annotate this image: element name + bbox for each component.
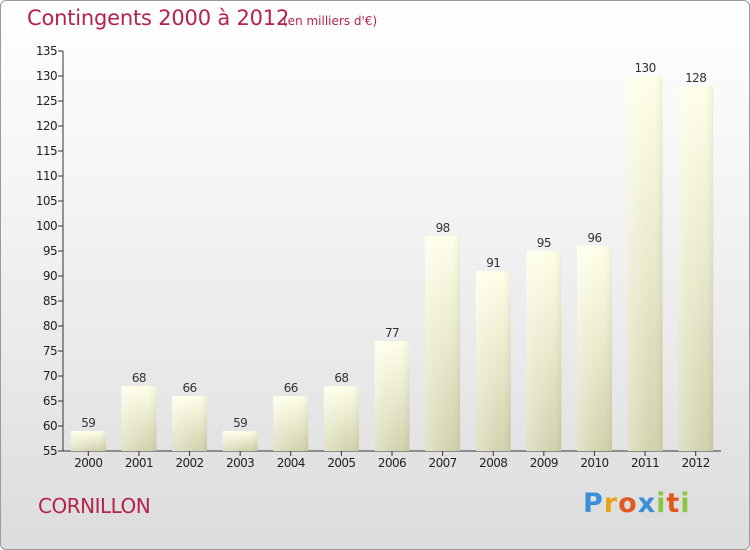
y-tick-label: 135: [36, 44, 57, 58]
y-tick-label: 85: [43, 294, 57, 308]
logo-letter: i: [656, 488, 667, 519]
y-tick-label: 105: [36, 194, 57, 208]
bar-shade: [475, 271, 511, 451]
bar-shade: [526, 251, 562, 451]
logo-letter: r: [603, 488, 619, 519]
bar-shade: [70, 431, 106, 451]
x-tick-label: 2011: [631, 456, 659, 470]
bar-shade: [425, 236, 461, 451]
x-tick-label: 2003: [226, 456, 254, 470]
x-tick-label: 2010: [580, 456, 608, 470]
logo-letter: x: [637, 488, 657, 519]
y-tick-label: 130: [36, 69, 57, 83]
data-label: 66: [284, 381, 298, 395]
y-tick-label: 100: [36, 219, 57, 233]
data-label: 66: [182, 381, 196, 395]
data-label: 95: [537, 236, 551, 250]
y-tick-label: 60: [43, 419, 57, 433]
y-tick-label: 95: [43, 244, 57, 258]
commune-name: CORNILLON: [38, 494, 151, 518]
y-tick-label: 115: [36, 144, 57, 158]
x-tick-label: 2002: [175, 456, 203, 470]
y-tick-label: 55: [43, 444, 57, 458]
bar-shade: [576, 246, 612, 451]
bar-shade: [172, 396, 208, 451]
data-label: 59: [233, 416, 247, 430]
x-tick-label: 2006: [378, 456, 406, 470]
bar-shade: [678, 86, 714, 451]
proxiti-logo[interactable]: Proxiti: [583, 488, 691, 519]
logo-letter: t: [666, 488, 681, 519]
x-tick-label: 2007: [429, 456, 457, 470]
bar-shade: [627, 76, 663, 451]
y-tick-label: 125: [36, 94, 57, 108]
x-tick-label: 2009: [530, 456, 558, 470]
data-label: 91: [486, 256, 500, 270]
bar-shade: [323, 386, 359, 451]
data-label: 68: [334, 371, 348, 385]
data-label: 130: [635, 61, 656, 75]
bar-shade: [374, 341, 410, 451]
data-label: 68: [132, 371, 146, 385]
x-tick-label: 2000: [74, 456, 102, 470]
y-tick-label: 110: [36, 169, 57, 183]
bar-shade: [121, 386, 157, 451]
x-tick-label: 2008: [479, 456, 507, 470]
y-tick-label: 80: [43, 319, 57, 333]
bar-shade: [273, 396, 309, 451]
data-label: 77: [385, 326, 399, 340]
data-label: 59: [81, 416, 95, 430]
y-tick-label: 90: [43, 269, 57, 283]
x-tick-label: 2005: [327, 456, 355, 470]
y-tick-label: 65: [43, 394, 57, 408]
logo-letter: P: [583, 488, 604, 519]
logo-letter: i: [680, 488, 691, 519]
y-tick-label: 75: [43, 344, 57, 358]
data-label: 128: [685, 71, 706, 85]
x-tick-label: 2001: [125, 456, 153, 470]
data-label: 96: [587, 231, 601, 245]
logo-letter: o: [618, 488, 638, 519]
data-label: 98: [436, 221, 450, 235]
y-tick-label: 70: [43, 369, 57, 383]
chart-title: Contingents 2000 à 2012: [27, 6, 290, 30]
chart-subtitle: (en milliers d'€): [283, 14, 378, 28]
x-tick-label: 2012: [682, 456, 710, 470]
y-tick-label: 120: [36, 119, 57, 133]
bar-shade: [222, 431, 258, 451]
x-tick-label: 2004: [277, 456, 305, 470]
